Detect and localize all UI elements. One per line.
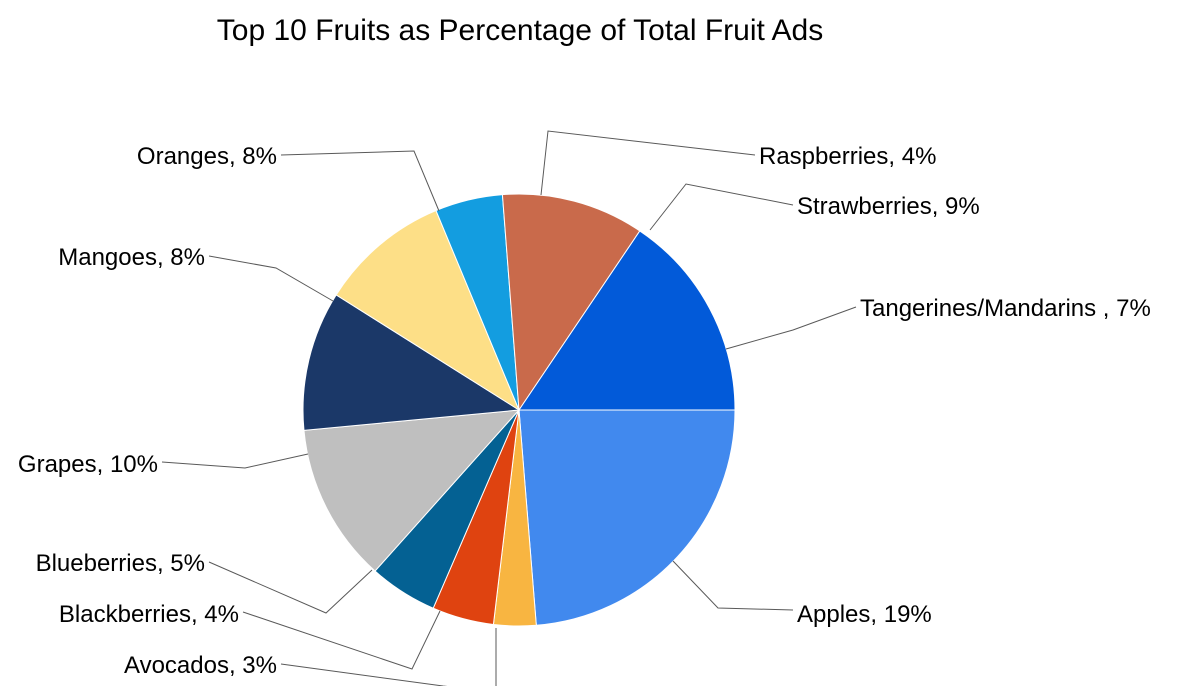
slice-labels: Apples, 19% Avocados, 3% Blackberries, 4% B…	[18, 143, 1151, 679]
leader-line-tangerines-mandarins	[725, 306, 857, 350]
data-label-oranges: Oranges, 8%	[137, 143, 277, 170]
data-label-strawberries: Strawberries, 9%	[797, 193, 980, 220]
slice-strawberries	[501, 193, 641, 412]
data-label-blackberries: Blackberries, 4%	[59, 601, 239, 628]
data-label-blueberries: Blueberries, 5%	[36, 550, 205, 577]
leader-line-mangoes	[208, 255, 334, 302]
data-label-avocados: Avocados, 3%	[124, 652, 277, 679]
slice-mangoes	[302, 294, 521, 431]
leader-line-blueberries	[208, 561, 373, 614]
pie-slices	[302, 193, 736, 627]
data-label-tangerines-mandarins: Tangerines/Mandarins , 7%	[860, 295, 1151, 322]
slice-grapes	[303, 409, 521, 572]
slice-tangerines-mandarins	[518, 230, 736, 411]
leader-line-grapes	[161, 453, 309, 469]
data-label-raspberries: Raspberries, 4%	[759, 143, 936, 170]
leader-line-apples	[672, 560, 794, 611]
leader-line-strawberries	[649, 183, 794, 231]
leader-lines	[161, 130, 857, 686]
chart-title: Top 10 Fruits as Percentage of Total Fru…	[216, 14, 824, 47]
slice-apples	[518, 409, 736, 626]
data-label-mangoes: Mangoes, 8%	[58, 244, 205, 271]
data-label-apples: Apples, 19%	[797, 601, 932, 628]
data-label-grapes: Grapes, 10%	[18, 451, 158, 478]
slice-oranges	[335, 209, 521, 412]
leader-line-oranges	[280, 150, 440, 212]
leader-line-raspberries	[540, 130, 756, 196]
leader-line-blackberries	[242, 610, 441, 670]
leader-line-avocados	[280, 628, 497, 686]
